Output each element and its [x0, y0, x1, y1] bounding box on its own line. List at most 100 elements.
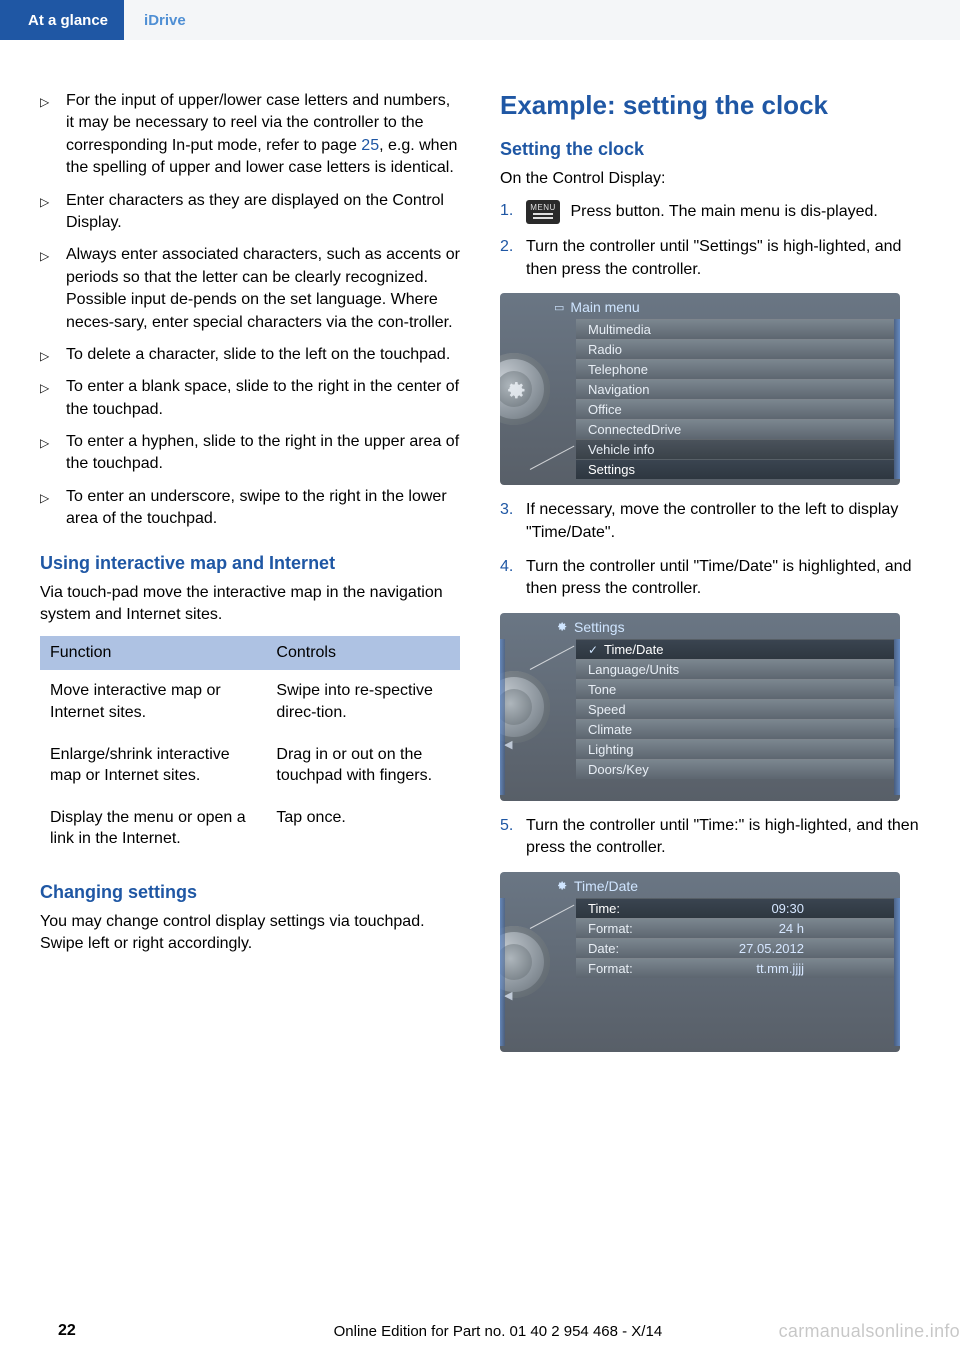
map-intro: Via touch-pad move the interactive map i… — [40, 582, 460, 627]
menu-item: Navigation — [576, 379, 894, 399]
page-content: ▷ For the input of upper/lower case lett… — [0, 40, 960, 1066]
menu-item: Format:24 h — [576, 918, 894, 938]
step-item: 2. Turn the controller until "Settings" … — [500, 236, 920, 281]
menu-item-highlighted: ✓Time/Date — [576, 639, 894, 659]
controller-dial-icon — [500, 926, 550, 998]
step-number: 5. — [500, 815, 526, 860]
header-section: At a glance — [0, 0, 124, 40]
right-column: Example: setting the clock Setting the c… — [500, 90, 920, 1066]
bullet-icon: ▷ — [40, 190, 66, 235]
table-row: Enlarge/shrink interactive map or Intern… — [40, 734, 460, 797]
step-text: Turn the controller until "Settings" is … — [526, 236, 920, 281]
menu-item: Radio — [576, 339, 894, 359]
screen-title-text: Settings — [574, 619, 625, 635]
bullet-text: To enter a blank space, slide to the rig… — [66, 376, 460, 421]
table-cell: Tap once. — [266, 797, 460, 860]
list-item: ▷Enter characters as they are displayed … — [40, 190, 460, 235]
pointer-line-icon — [530, 446, 575, 470]
gear-small-icon — [554, 878, 568, 895]
menu-rows: ✓Time/Date Language/Units Tone Speed Cli… — [576, 639, 894, 779]
scroll-edge-icon — [894, 639, 900, 795]
step-text: If necessary, move the controller to the… — [526, 499, 920, 544]
menu-item: Telephone — [576, 359, 894, 379]
scroll-edge-icon — [894, 319, 900, 479]
bullet-icon: ▷ — [40, 431, 66, 476]
step-text: Turn the controller until "Time/Date" is… — [526, 556, 920, 601]
bullet-text: To enter an underscore, swipe to the rig… — [66, 486, 460, 531]
row-label: Format: — [588, 959, 633, 978]
bullet-list: ▷ For the input of upper/lower case lett… — [40, 90, 460, 531]
list-item: ▷To enter an underscore, swipe to the ri… — [40, 486, 460, 531]
pointer-line-icon — [530, 645, 575, 669]
row-value: 09:30 — [771, 899, 894, 918]
menu-item: ConnectedDrive — [576, 419, 894, 439]
menu-item: Doors/Key — [576, 759, 894, 779]
bullet-text: Enter characters as they are displayed o… — [66, 190, 460, 235]
list-item: ▷To enter a hyphen, slide to the right i… — [40, 431, 460, 476]
step-number: 3. — [500, 499, 526, 544]
idrive-main-menu-screenshot: ▭ Main menu Multimedia Radio Telephone N… — [500, 293, 900, 485]
header-subsection: iDrive — [124, 0, 960, 40]
controller-dial-icon — [500, 353, 550, 425]
bullet-icon: ▷ — [40, 90, 66, 180]
step-item: 1. Press button. The main menu is dis‐pl… — [500, 200, 920, 224]
bullet-text: Always enter associated characters, such… — [66, 244, 460, 334]
table-cell: Swipe into re‐spective direc‐tion. — [266, 670, 460, 733]
heading-map: Using interactive map and Internet — [40, 553, 460, 574]
table-cell: Display the menu or open a link in the I… — [40, 797, 266, 860]
row-label: Time: — [588, 899, 620, 918]
list-item: ▷Always enter associated characters, suc… — [40, 244, 460, 334]
table-header: Controls — [266, 636, 460, 670]
menu-rows: Time:09:30 Format:24 h Date:27.05.2012 F… — [576, 898, 894, 998]
screen-title: Time/Date — [500, 872, 900, 899]
step-item: 5. Turn the controller until "Time:" is … — [500, 815, 920, 860]
menu-item: Language/Units — [576, 659, 894, 679]
screen-title: Settings — [500, 613, 900, 640]
table-row: Display the menu or open a link in the I… — [40, 797, 460, 860]
table-cell: Enlarge/shrink interactive map or Intern… — [40, 734, 266, 797]
menu-item-label: Time/Date — [604, 640, 663, 659]
step-item: 3. If necessary, move the controller to … — [500, 499, 920, 544]
menu-item: Format: tt.mm.jjjj — [576, 958, 894, 978]
steps-list: 3. If necessary, move the controller to … — [500, 499, 920, 601]
step-number: 1. — [500, 200, 526, 224]
bullet-text: For the input of upper/lower case letter… — [66, 90, 460, 180]
page-link[interactable]: 25 — [361, 137, 379, 154]
row-value: 24 h — [779, 919, 894, 938]
bullet-icon: ▷ — [40, 244, 66, 334]
step-item: 4. Turn the controller until "Time/Date"… — [500, 556, 920, 601]
left-arrow-icon: ◀ — [504, 989, 512, 1002]
heading-example: Example: setting the clock — [500, 90, 920, 121]
step-number: 4. — [500, 556, 526, 601]
pointer-line-icon — [530, 904, 575, 928]
bullet-icon: ▷ — [40, 486, 66, 531]
menu-rows: Multimedia Radio Telephone Navigation Of… — [576, 319, 894, 479]
steps-list: 5. Turn the controller until "Time:" is … — [500, 815, 920, 860]
function-table: Function Controls Move interactive map o… — [40, 636, 460, 860]
menu-title-icon: ▭ — [554, 301, 564, 314]
scroll-edge-left-icon — [500, 898, 505, 1046]
text-frag: Press button. The main menu is dis‐playe… — [566, 204, 878, 221]
table-header: Function — [40, 636, 266, 670]
bullet-icon: ▷ — [40, 344, 66, 366]
step-text: Press button. The main menu is dis‐playe… — [526, 200, 920, 224]
check-icon: ✓ — [588, 640, 600, 659]
idrive-settings-screenshot: Settings ◀ ✓Time/Date Language/Units Ton… — [500, 613, 900, 801]
menu-item-highlighted: Time: 09:30 — [576, 898, 894, 918]
menu-item: Lighting — [576, 739, 894, 759]
menu-item: Climate — [576, 719, 894, 739]
list-item: ▷To delete a character, slide to the lef… — [40, 344, 460, 366]
bullet-text: To enter a hyphen, slide to the right in… — [66, 431, 460, 476]
menu-item-empty — [576, 978, 894, 998]
screen-title-text: Main menu — [570, 299, 639, 315]
heading-setting-clock: Setting the clock — [500, 139, 920, 160]
controller-dial-icon — [500, 671, 550, 743]
screen-title-text: Time/Date — [574, 878, 638, 894]
row-value: tt.mm.jjjj — [756, 959, 894, 978]
table-cell: Drag in or out on the touchpad with fing… — [266, 734, 460, 797]
menu-item: Tone — [576, 679, 894, 699]
row-value: 27.05.2012 — [739, 939, 894, 958]
step-number: 2. — [500, 236, 526, 281]
step-text: Turn the controller until "Time:" is hig… — [526, 815, 920, 860]
page-number: 22 — [58, 1322, 76, 1340]
